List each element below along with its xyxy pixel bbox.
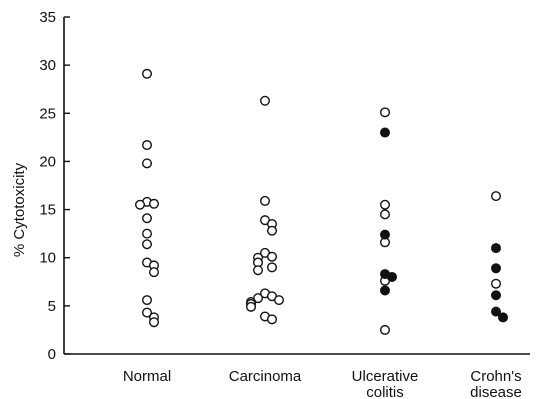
filled-data-point [380, 229, 391, 240]
axes [63, 17, 530, 355]
y-tick-label: 0 [48, 346, 56, 363]
filled-data-point [380, 285, 391, 296]
x-category-label: Crohn's [470, 368, 521, 385]
x-category-label: Carcinoma [229, 368, 302, 385]
open-data-point [274, 295, 285, 306]
open-data-point [380, 199, 391, 210]
open-data-point [380, 324, 391, 335]
open-data-point [141, 140, 152, 151]
open-data-point [260, 195, 271, 206]
open-data-point [134, 199, 145, 210]
open-data-point [491, 278, 502, 289]
y-tick-label: 30 [39, 57, 56, 74]
open-data-point [491, 191, 502, 202]
open-data-point [141, 239, 152, 250]
filled-data-point [491, 243, 502, 254]
filled-data-point [491, 290, 502, 301]
open-data-point [252, 265, 263, 276]
open-data-point [141, 158, 152, 169]
x-category-label: disease [470, 384, 522, 399]
open-data-point [141, 213, 152, 224]
open-data-point [141, 228, 152, 239]
open-data-point [141, 68, 152, 79]
open-data-point [245, 301, 256, 312]
open-data-point [267, 314, 278, 325]
filled-data-point [491, 263, 502, 274]
y-axis-ticks: 0 5 10 15 20 25 30 35 [39, 9, 70, 363]
open-data-point [267, 225, 278, 236]
open-data-point [380, 209, 391, 220]
x-category-label: Normal [123, 368, 171, 385]
filled-data-point [491, 306, 502, 317]
filled-data-point [498, 312, 509, 323]
y-tick-label: 35 [39, 9, 56, 26]
data-points [134, 68, 509, 335]
open-data-point [267, 262, 278, 273]
open-data-point [260, 95, 271, 106]
y-tick-label: 15 [39, 202, 56, 219]
open-data-point [141, 307, 152, 318]
open-data-point [267, 251, 278, 262]
y-tick-label: 5 [48, 298, 56, 315]
filled-data-point [387, 271, 398, 282]
open-data-point [148, 198, 159, 209]
y-axis-title: % Cytotoxicity [11, 162, 28, 257]
x-category-label: colitis [366, 384, 404, 399]
open-data-point [380, 107, 391, 118]
x-category-label: Ulcerative [352, 368, 419, 385]
y-tick-label: 10 [39, 250, 56, 267]
y-tick-label: 20 [39, 153, 56, 170]
open-data-point [141, 295, 152, 306]
open-data-point [148, 267, 159, 278]
open-data-point [148, 317, 159, 328]
y-tick-label: 25 [39, 105, 56, 122]
filled-data-point [380, 127, 391, 138]
